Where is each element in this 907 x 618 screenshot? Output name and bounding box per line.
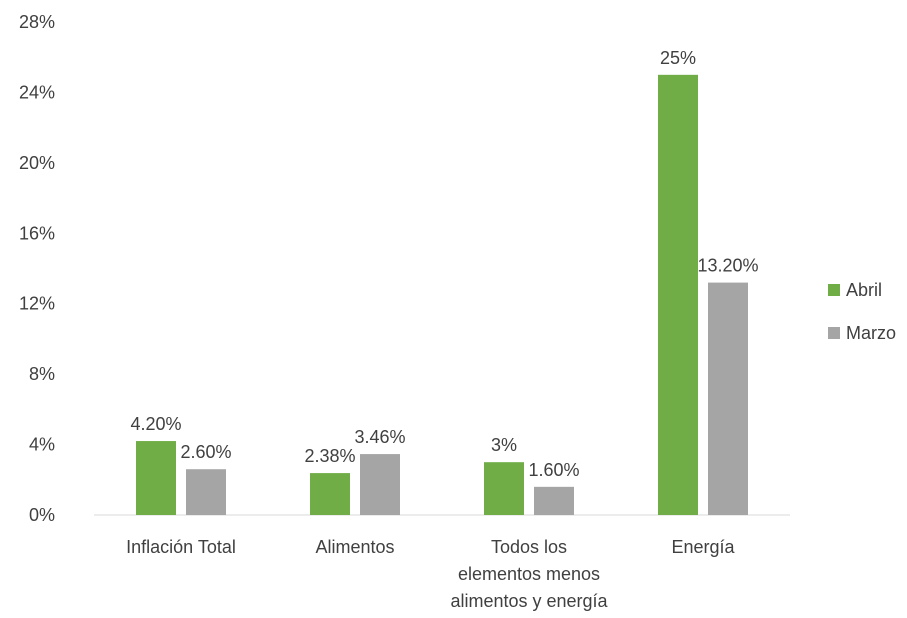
y-tick-label: 28% <box>19 12 55 32</box>
y-tick-label: 16% <box>19 223 55 243</box>
legend-swatch-marzo <box>828 327 840 339</box>
bar-abril <box>136 441 176 515</box>
bar-abril <box>310 473 350 515</box>
legend-label-abril: Abril <box>846 279 883 300</box>
bar-marzo <box>186 469 226 515</box>
category-label: Energía <box>671 537 735 557</box>
category-label: Todos los elementos menos alimentos y ener… <box>450 537 608 611</box>
legend: Abril Marzo <box>828 279 896 365</box>
legend-item-abril: Abril <box>828 279 896 301</box>
data-label: 2.38% <box>304 446 355 466</box>
data-label: 3.46% <box>354 427 405 447</box>
legend-item-marzo: Marzo <box>828 322 896 344</box>
bar-abril <box>484 462 524 515</box>
data-label: 4.20% <box>130 414 181 434</box>
legend-label-marzo: Marzo <box>846 322 897 343</box>
legend-swatch-abril <box>828 284 840 296</box>
bars <box>136 74 748 516</box>
y-axis-ticks: 0% 4% 8% 12% 16% 20% 24% 28% <box>19 12 55 525</box>
category-label: Alimentos <box>315 537 394 557</box>
bar-marzo <box>708 282 748 515</box>
data-labels: 4.20% 2.38% 3% 25% 2.60% 3.46% 1.60% 13.20% <box>130 48 758 480</box>
bar-marzo <box>360 454 400 515</box>
bar-abril <box>658 74 698 516</box>
data-label: 1.60% <box>528 460 579 480</box>
y-tick-label: 0% <box>29 505 55 525</box>
y-tick-label: 20% <box>19 153 55 173</box>
data-label: 3% <box>491 435 517 455</box>
y-tick-label: 8% <box>29 364 55 384</box>
bar-marzo <box>534 486 574 515</box>
y-tick-label: 24% <box>19 82 55 102</box>
category-label: Inflación Total <box>126 537 236 557</box>
data-label: 13.20% <box>697 256 758 276</box>
y-tick-label: 12% <box>19 294 55 314</box>
data-label: 2.60% <box>180 442 231 462</box>
y-tick-label: 4% <box>29 435 55 455</box>
data-label: 25% <box>660 48 696 68</box>
category-labels: Inflación Total Alimentos Todos los element… <box>126 537 735 611</box>
